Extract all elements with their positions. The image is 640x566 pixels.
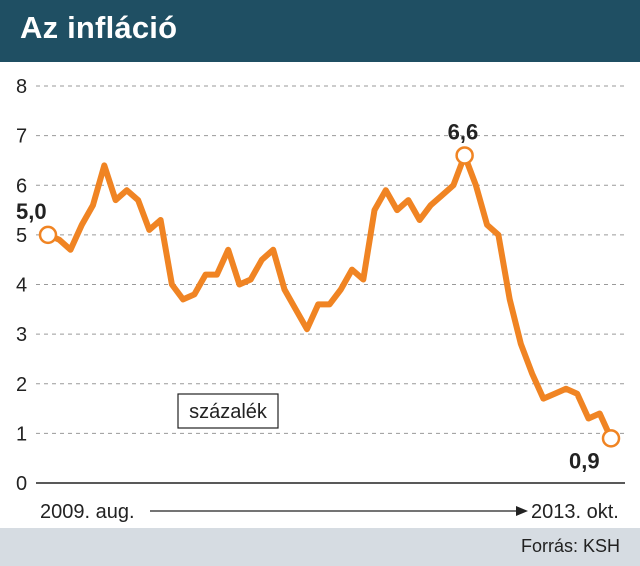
- chart-title: Az infláció: [20, 10, 178, 45]
- unit-legend-box: [177, 393, 279, 429]
- x-end-label: 2013. okt.: [531, 501, 619, 523]
- y-tick-label: 1: [16, 423, 27, 445]
- inflation-line-chart: 0 1 2 3 4 5 6 7 8 5,0 6,6 0,9 százalék 2009. aug. …: [16, 76, 625, 523]
- annotation-value-label: 0,9: [569, 448, 600, 473]
- y-tick-label: 6: [16, 175, 27, 197]
- footer-bar: [0, 528, 640, 566]
- unit-legend: százalék: [177, 393, 279, 429]
- y-axis-ticks: 0 1 2 3 4 5 6 7 8: [16, 76, 27, 495]
- annotation-marker: [38, 225, 58, 245]
- series: [45, 152, 614, 442]
- annotation-value-label: 6,6: [448, 119, 479, 144]
- x-axis-arrowhead: [516, 506, 528, 516]
- gridlines: [36, 85, 625, 434]
- unit-legend-label: százalék: [189, 401, 268, 423]
- y-tick-label: 8: [16, 76, 27, 98]
- annotation-value-label: 5,0: [16, 199, 47, 224]
- x-start-label: 2009. aug.: [40, 501, 135, 523]
- inflation-series-line: [45, 152, 614, 442]
- x-axis: 2009. aug. 2013. okt.: [40, 501, 619, 523]
- y-tick-label: 0: [16, 473, 27, 495]
- source-note: Forrás: KSH: [520, 536, 620, 556]
- y-tick-label: 3: [16, 324, 27, 346]
- y-tick-label: 7: [16, 126, 27, 148]
- y-tick-label: 2: [16, 374, 27, 396]
- y-tick-label: 4: [16, 275, 27, 297]
- y-tick-label: 5: [16, 225, 27, 247]
- annotation-markers: 5,0 6,6 0,9: [16, 119, 621, 473]
- annotation-marker: [455, 146, 474, 165]
- title-bar: Az infláció: [0, 0, 640, 62]
- annotation-marker: [601, 429, 621, 448]
